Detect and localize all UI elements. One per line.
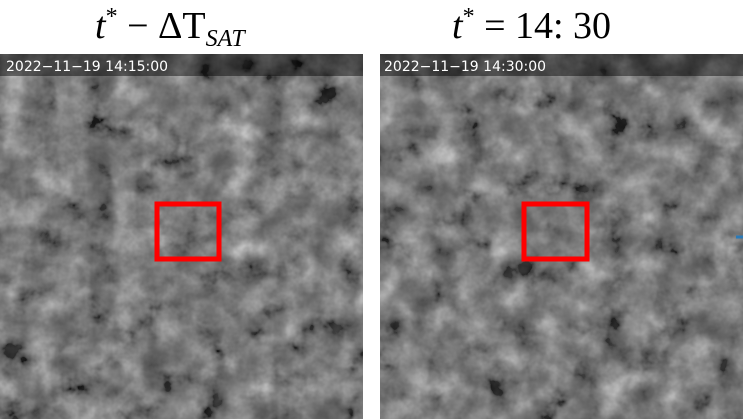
title-sup: * (106, 4, 118, 30)
panel-title: t* = 14: 30 (452, 4, 611, 47)
panel-title: t* − ΔTSAT (95, 4, 246, 52)
figure: t* − ΔTSAT t* = 14: 30 2022−11−19 14:15:… (0, 0, 743, 419)
title-rest: − ΔT (118, 5, 206, 47)
title-sup: * (463, 4, 475, 30)
timestamp: 2022−11−19 14:15:00 (6, 59, 168, 75)
title-sub: SAT (206, 26, 247, 52)
satellite-image (0, 54, 363, 419)
satellite-image (380, 54, 743, 419)
title-rest: = 14: 30 (475, 5, 612, 47)
timestamp: 2022−11−19 14:30:00 (384, 59, 546, 75)
